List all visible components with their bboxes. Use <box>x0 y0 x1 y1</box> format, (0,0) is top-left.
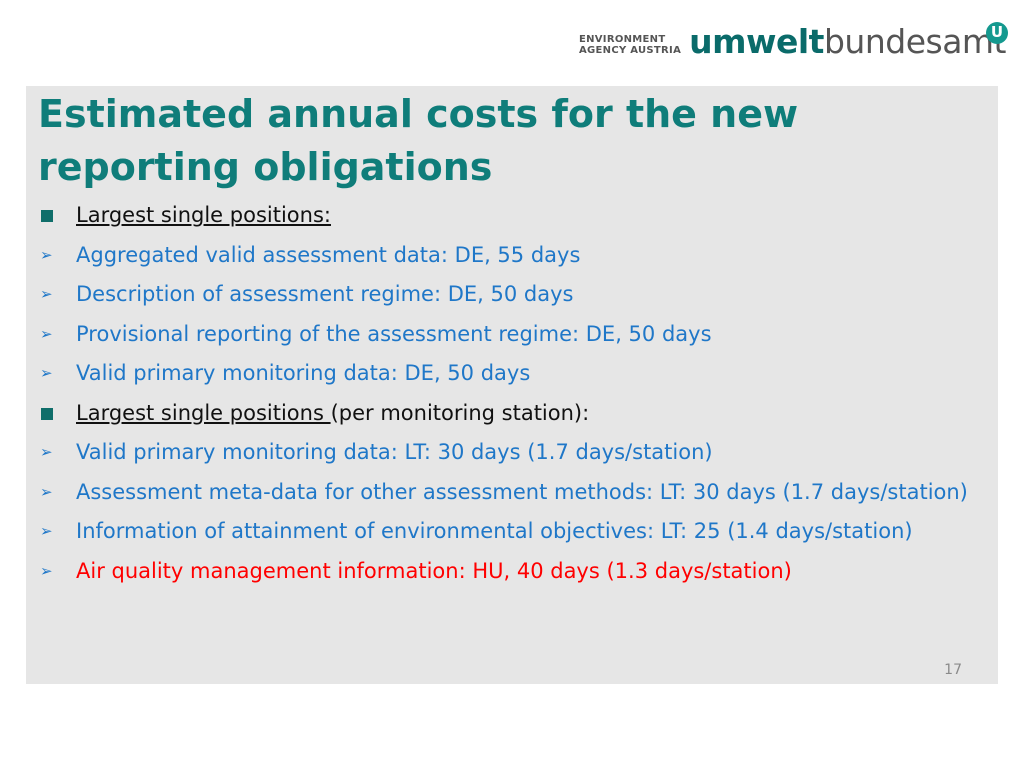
logo-umwelt: umwelt <box>689 22 824 61</box>
arrow-bullet-icon: ➢ <box>40 364 53 382</box>
list-item-text: Valid primary monitoring data: DE, 50 da… <box>76 361 531 385</box>
list-item-text: Description of assessment regime: DE, 50… <box>76 282 574 306</box>
logo-tagline: ENVIRONMENT AGENCY AUSTRIA <box>579 34 681 56</box>
section-heading-2-underlined: Largest single positions <box>76 400 331 425</box>
highlight-list-item: ➢ Air quality management information: HU… <box>40 555 1010 588</box>
square-bullet-icon <box>41 407 53 420</box>
list-item-text: Aggregated valid assessment data: DE, 55… <box>76 242 581 267</box>
slide-title: Estimated annual costs for the new repor… <box>38 92 799 189</box>
section-heading-1: Largest single positions: <box>40 199 1010 232</box>
logo-line-2: AGENCY AUSTRIA <box>578 45 682 56</box>
arrow-bullet-icon: ➢ <box>40 245 53 264</box>
list-item: ➢ Information of attainment of environme… <box>40 515 1010 548</box>
list-item: ➢ Provisional reporting of the assessmen… <box>40 318 1010 351</box>
section-heading-2: Largest single positions (per monitoring… <box>40 397 1010 430</box>
highlight-item-text: Air quality management information: HU, … <box>76 558 792 583</box>
list-item: ➢ Assessment meta-data for other assessm… <box>40 476 1010 509</box>
arrow-bullet-icon: ➢ <box>40 522 53 540</box>
list-item-text: Provisional reporting of the assessment … <box>76 321 712 346</box>
logo-line-1: ENVIRONMENT <box>578 34 666 45</box>
list-item: ➢ Valid primary monitoring data: LT: 30 … <box>40 436 1010 469</box>
page-number: 17 <box>944 662 962 678</box>
logo-bundesamt: bundesamt <box>823 22 1007 61</box>
arrow-bullet-icon: ➢ <box>40 482 53 501</box>
section-heading-2-rest: (per monitoring station): <box>330 400 590 425</box>
arrow-bullet-icon: ➢ <box>40 285 53 303</box>
bullet-list: Largest single positions: ➢ Aggregated v… <box>40 199 1010 594</box>
list-item: ➢ Description of assessment regime: DE, … <box>40 278 1010 311</box>
logo-mark-icon: U <box>986 22 1008 44</box>
arrow-bullet-icon: ➢ <box>40 443 53 461</box>
slide-panel: Estimated annual costs for the new repor… <box>26 86 998 684</box>
list-item-text: Valid primary monitoring data: LT: 30 da… <box>76 440 713 464</box>
arrow-bullet-icon: ➢ <box>40 324 53 343</box>
list-item-text: Assessment meta-data for other assessmen… <box>76 479 968 504</box>
agency-logo: ENVIRONMENT AGENCY AUSTRIA umwelt bundesa… <box>579 22 1008 62</box>
list-item: ➢ Aggregated valid assessment data: DE, … <box>40 239 1010 272</box>
list-item: ➢ Valid primary monitoring data: DE, 50 … <box>40 357 1010 390</box>
list-item-text: Information of attainment of environment… <box>76 519 913 543</box>
square-bullet-icon <box>41 210 53 222</box>
section-heading-1-text: Largest single positions: <box>76 203 331 227</box>
arrow-bullet-icon: ➢ <box>40 561 53 580</box>
